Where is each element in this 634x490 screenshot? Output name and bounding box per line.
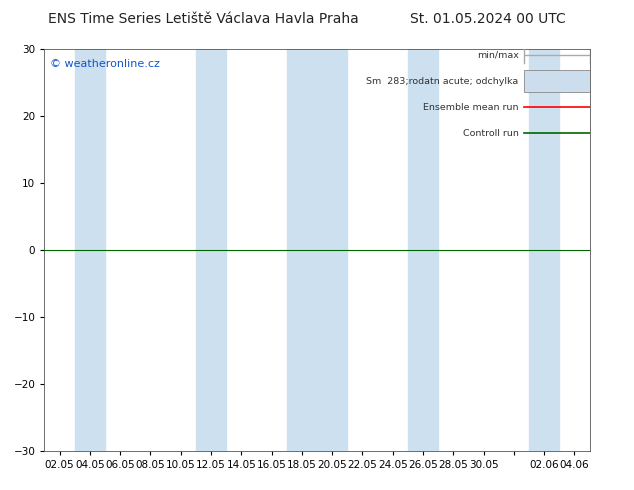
Text: ENS Time Series Letiště Václava Havla Praha: ENS Time Series Letiště Václava Havla Pr…: [48, 12, 358, 26]
Bar: [529, 49, 559, 451]
Bar: [317, 49, 347, 451]
Text: min/max: min/max: [477, 50, 519, 59]
Text: © weatheronline.cz: © weatheronline.cz: [50, 59, 160, 69]
FancyBboxPatch shape: [524, 70, 590, 92]
Bar: [75, 49, 105, 451]
Bar: [287, 49, 317, 451]
Bar: [196, 49, 226, 451]
Text: Controll run: Controll run: [463, 129, 519, 138]
Text: St. 01.05.2024 00 UTC: St. 01.05.2024 00 UTC: [410, 12, 566, 26]
Text: Sm  283;rodatn acute; odchylka: Sm 283;rodatn acute; odchylka: [366, 76, 519, 86]
Bar: [408, 49, 438, 451]
Text: Ensemble mean run: Ensemble mean run: [424, 103, 519, 112]
